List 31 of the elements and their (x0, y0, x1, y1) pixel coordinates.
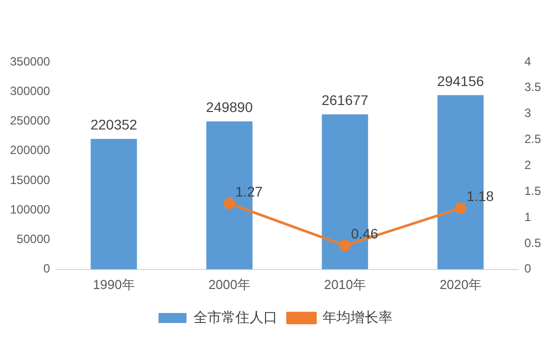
y2-tick-label: 1 (524, 210, 532, 224)
data-label: 261677 (322, 92, 369, 108)
y2-tick-label: 0 (524, 262, 532, 276)
x-tick-label: 2010年 (324, 276, 366, 292)
data-label: 249890 (206, 99, 253, 116)
point (224, 198, 236, 210)
y-tick-label: 50000 (16, 232, 50, 246)
x-tick-label: 2000年 (208, 276, 250, 292)
y-tick-label: 350000 (10, 54, 50, 68)
y2-tick-label: 1.5 (524, 184, 542, 198)
x-tick-label: 2020年 (440, 276, 482, 292)
y2-tick-label: 3 (524, 106, 532, 120)
data-label: 220352 (90, 116, 138, 133)
y2-tick-label: 2.5 (524, 132, 542, 146)
y2-tick-label: 0.5 (524, 236, 542, 250)
data-label: 294156 (437, 72, 484, 89)
y2-tick-label: 2 (524, 158, 532, 172)
y-tick-label: 200000 (10, 143, 50, 158)
y-tick-label: 250000 (10, 114, 50, 128)
y-tick-label: 300000 (10, 84, 50, 98)
y2-tick-label: 3.5 (524, 80, 542, 94)
point (454, 202, 466, 214)
y-tick-label: 100000 (10, 202, 50, 216)
x-tick-label: 1990年 (92, 276, 135, 292)
y-tick-label: 150000 (10, 172, 50, 187)
y-tick-label: 0 (43, 262, 50, 276)
y2-tick-label: 4 (524, 54, 532, 68)
bar (90, 138, 137, 270)
legend-label: 全市常住人口 (194, 308, 278, 325)
legend-label: 年均增长率 (322, 308, 392, 325)
point (339, 240, 351, 252)
